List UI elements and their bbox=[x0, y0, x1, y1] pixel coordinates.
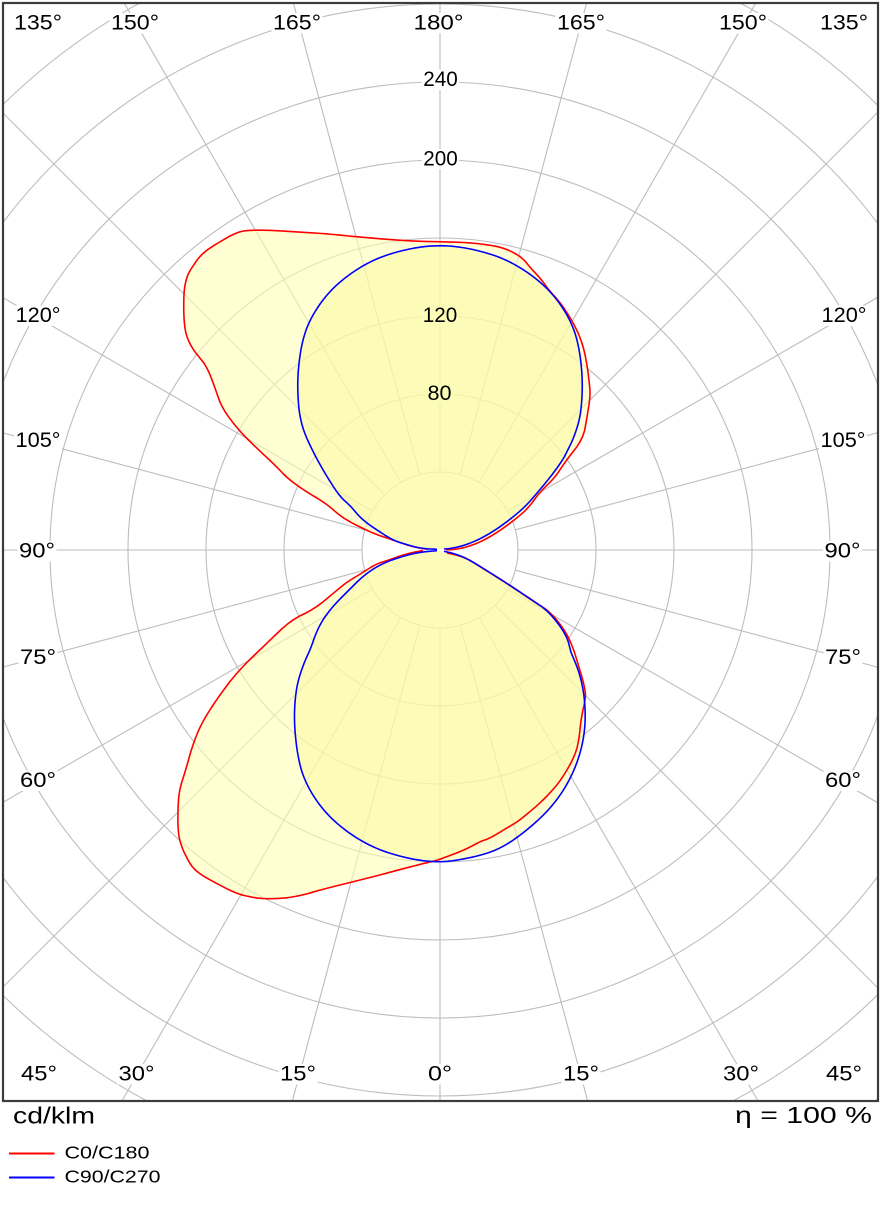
svg-text:60°: 60° bbox=[20, 769, 56, 792]
svg-text:80: 80 bbox=[428, 382, 452, 405]
svg-text:105°: 105° bbox=[16, 429, 61, 452]
svg-text:75°: 75° bbox=[825, 646, 861, 669]
svg-text:180°: 180° bbox=[414, 12, 464, 35]
svg-text:240: 240 bbox=[423, 68, 458, 91]
svg-text:cd/klm: cd/klm bbox=[13, 1103, 95, 1129]
svg-text:15°: 15° bbox=[280, 1063, 316, 1086]
svg-text:60°: 60° bbox=[825, 769, 861, 792]
svg-text:165°: 165° bbox=[273, 12, 321, 35]
svg-text:90°: 90° bbox=[825, 540, 861, 563]
svg-text:30°: 30° bbox=[119, 1063, 155, 1086]
svg-text:90°: 90° bbox=[19, 540, 55, 563]
svg-text:0°: 0° bbox=[428, 1063, 452, 1086]
svg-text:200: 200 bbox=[423, 148, 458, 171]
svg-text:120°: 120° bbox=[16, 304, 61, 327]
svg-text:η = 100 %: η = 100 % bbox=[735, 1102, 872, 1128]
svg-text:150°: 150° bbox=[719, 12, 767, 35]
svg-text:75°: 75° bbox=[20, 646, 56, 669]
svg-text:135°: 135° bbox=[14, 12, 62, 35]
svg-text:120°: 120° bbox=[822, 304, 867, 327]
svg-text:C90/C270: C90/C270 bbox=[65, 1167, 161, 1187]
svg-text:165°: 165° bbox=[557, 12, 605, 35]
svg-text:120: 120 bbox=[423, 304, 458, 327]
svg-text:15°: 15° bbox=[563, 1063, 599, 1086]
svg-text:150°: 150° bbox=[111, 12, 159, 35]
svg-text:105°: 105° bbox=[821, 429, 866, 452]
svg-text:45°: 45° bbox=[826, 1063, 862, 1086]
svg-text:135°: 135° bbox=[820, 12, 868, 35]
svg-text:C0/C180: C0/C180 bbox=[65, 1143, 150, 1163]
svg-text:45°: 45° bbox=[21, 1063, 57, 1086]
svg-text:30°: 30° bbox=[723, 1063, 759, 1086]
